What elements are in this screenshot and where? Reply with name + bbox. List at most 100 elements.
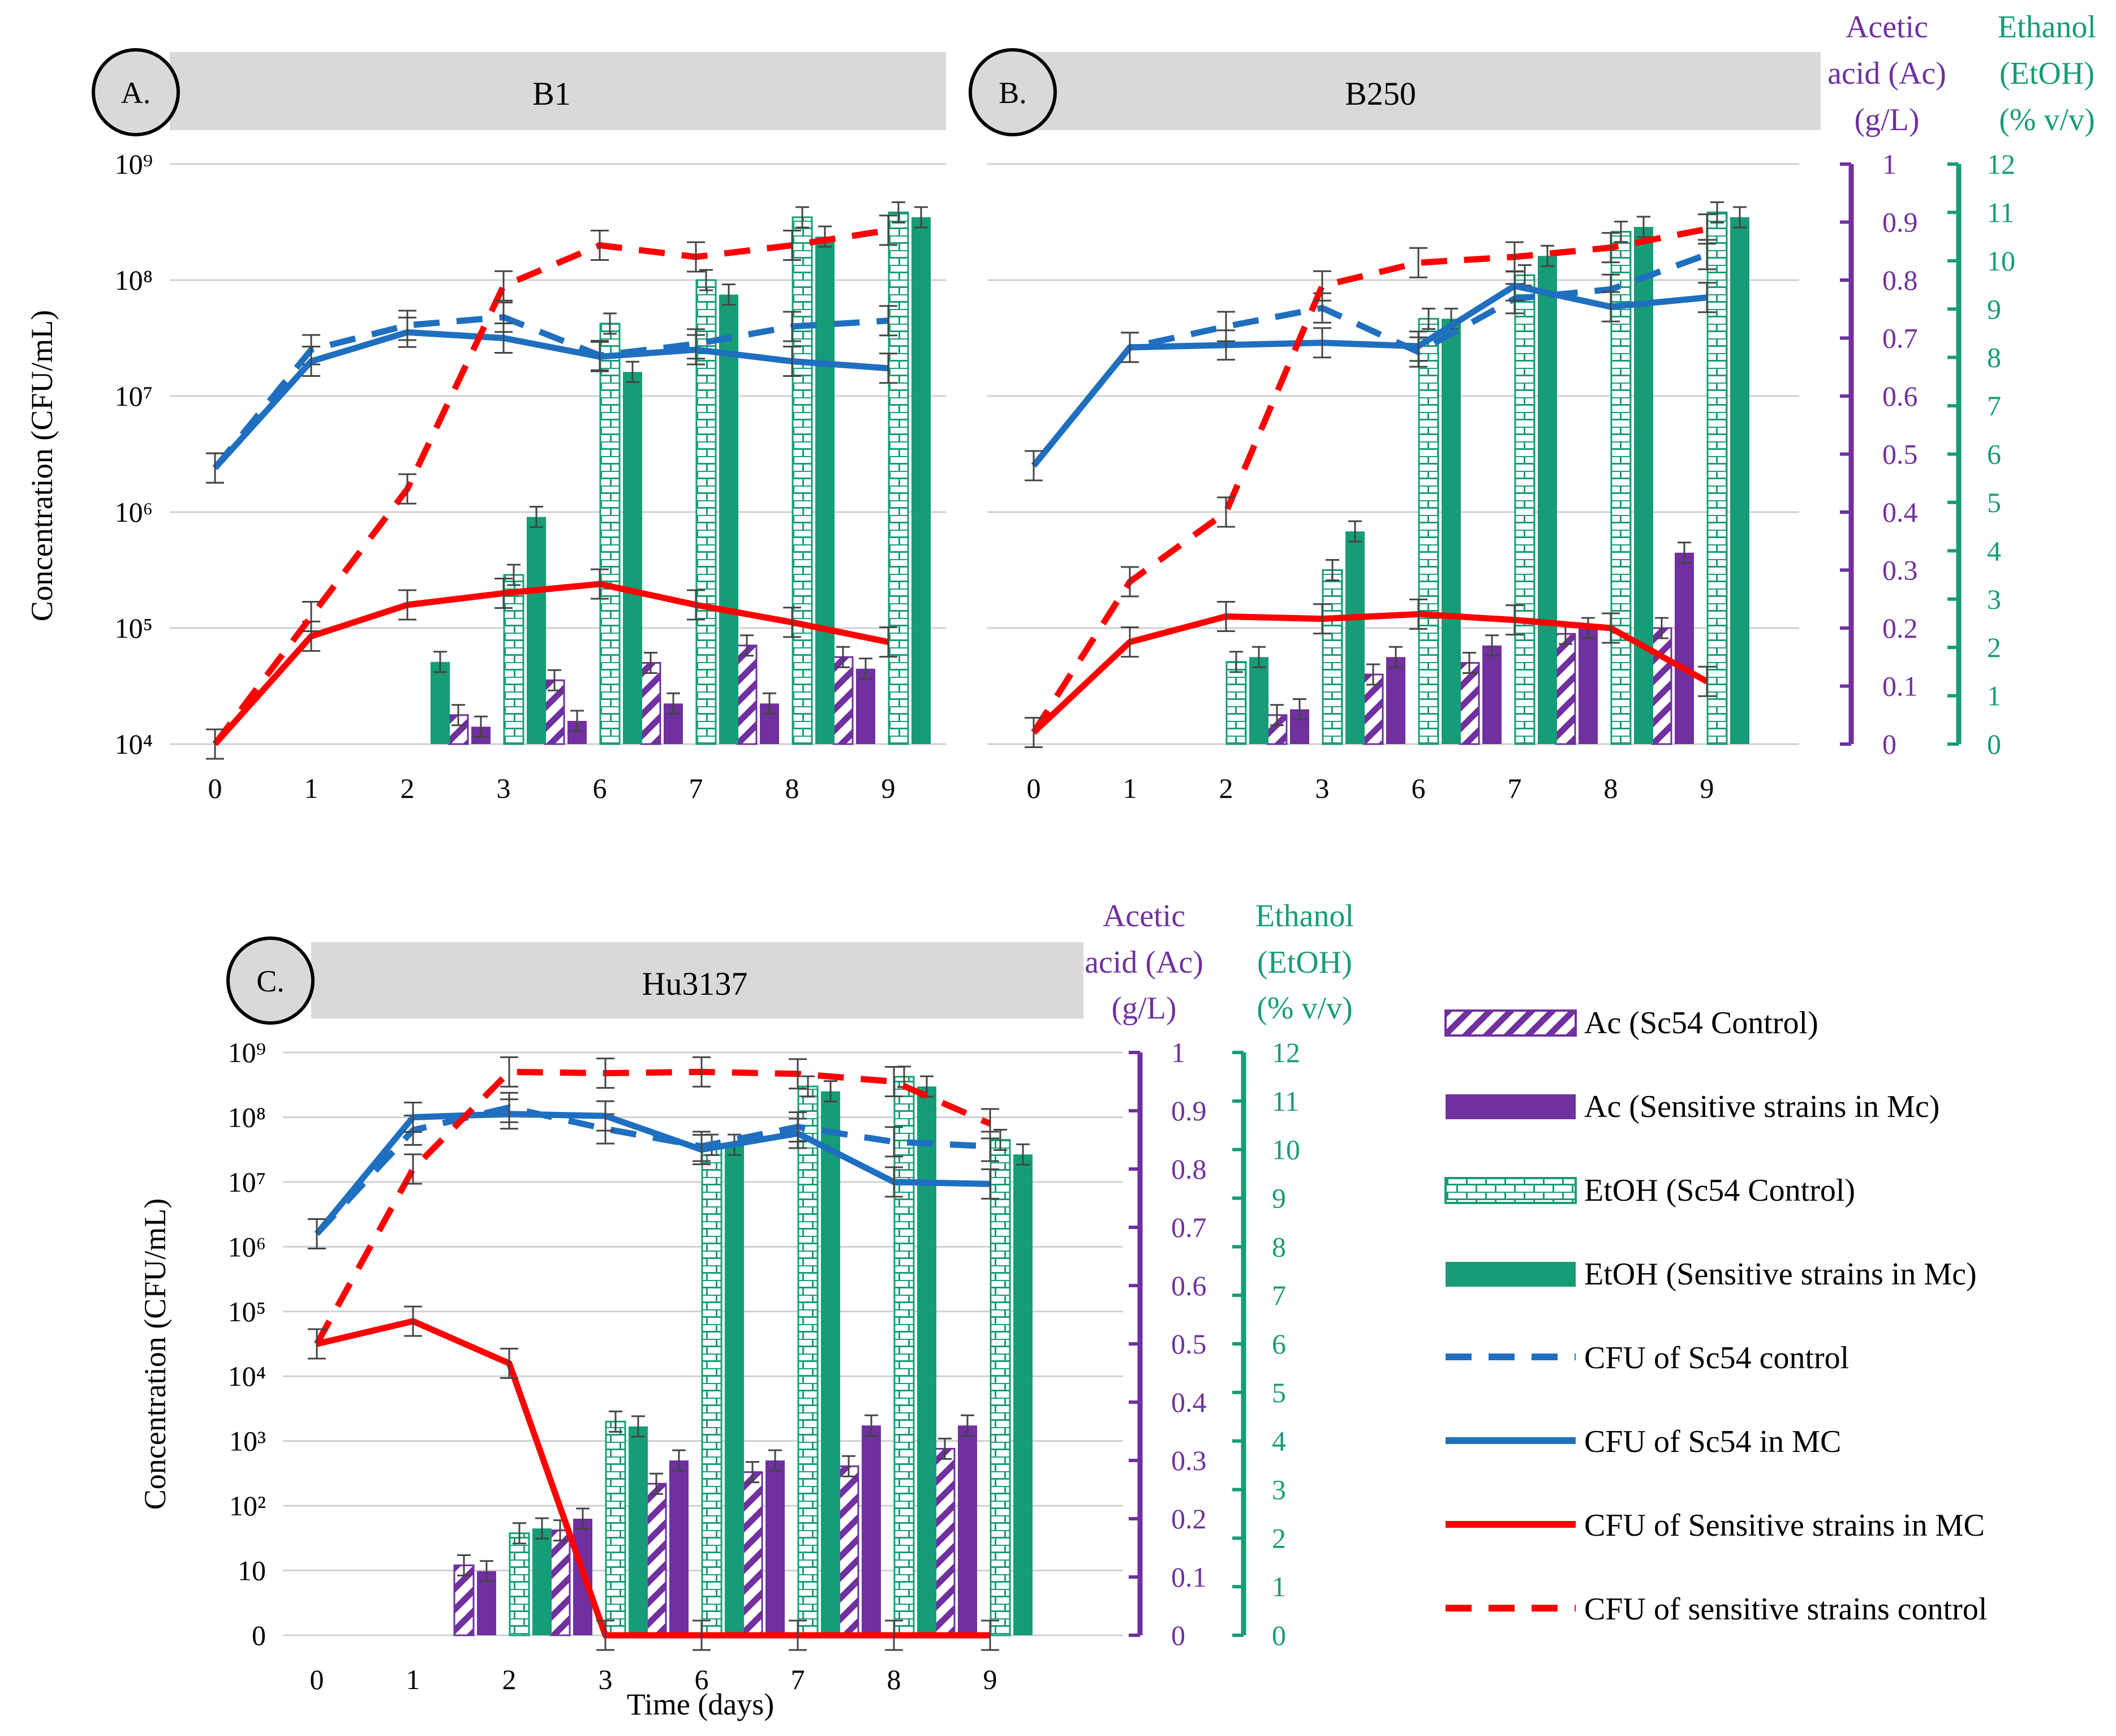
panel-b-title: B250 [1345, 75, 1416, 112]
legend-item-ac-control: Ac (Sc54 Control) [1444, 1005, 1818, 1041]
acetic-tick-label: 0.6 [1171, 1270, 1207, 1301]
cfu-line [314, 1104, 991, 1236]
panel-c-lines [308, 1056, 999, 1651]
legend-swatch-etoh-sensitive [1446, 1262, 1576, 1287]
error-bar [1016, 1143, 1030, 1166]
legend-label-cfu-sensitive-control: CFU of sensitive strains control [1584, 1592, 1987, 1627]
x-tick-label: 3 [599, 1664, 613, 1695]
error-bar [783, 607, 801, 638]
error-bar [842, 1455, 855, 1477]
error-bar [596, 1619, 614, 1651]
error-bar [576, 1507, 590, 1530]
x-tick-label: 2 [502, 1664, 517, 1695]
acetic-bar [1651, 627, 1672, 745]
ethanol-bar [893, 1076, 915, 1636]
legend-label-ac-control: Ac (Sc54 Control) [1584, 1005, 1818, 1041]
acetic-bar [832, 656, 854, 745]
legend-item-cfu-sensitive-control: CFU of sensitive strains control [1446, 1592, 1987, 1627]
ethanol-bar [815, 237, 835, 744]
ethanol-bar [1418, 317, 1439, 745]
ethanol-bar [527, 517, 546, 744]
panel-c-x-ticks: 0 1 2 3 6 7 8 9 [310, 1664, 997, 1695]
ethanol-bar [1730, 217, 1749, 744]
error-bar [693, 1056, 711, 1088]
error-bar [398, 316, 416, 348]
ethanol-tick-label: 8 [1272, 1231, 1286, 1262]
ethanol-tick-label: 10 [1987, 245, 2015, 277]
ethanol-tick-label: 10 [1272, 1134, 1300, 1166]
ethanol-bar [1249, 657, 1268, 744]
cfu-line [212, 329, 889, 470]
error-bar [570, 710, 584, 732]
ethanol-tick-label: 3 [1987, 583, 2001, 615]
error-bar [1678, 542, 1691, 564]
cfu-line [1031, 282, 1708, 468]
ethanol-bar [623, 372, 642, 744]
ethanol-bar [1225, 661, 1247, 745]
error-bar [789, 1619, 807, 1651]
error-bar [1025, 450, 1043, 482]
error-bar [1326, 559, 1339, 581]
acetic-bar [862, 1425, 881, 1635]
x-tick-label: 1 [406, 1664, 420, 1695]
ethanol-bar [1538, 256, 1557, 745]
error-bar [603, 312, 617, 335]
error-bar [1698, 282, 1716, 313]
legend-item-ac-sensitive: Ac (Sensitive strains in Mc) [1446, 1089, 1939, 1124]
error-bar [1637, 216, 1650, 238]
cfu-line [212, 314, 889, 470]
x-tick-label: 0 [310, 1664, 324, 1695]
acetic-bar [1459, 662, 1480, 745]
acetic-tick-label: 0.5 [1882, 439, 1918, 470]
panel-c: C. Hu3137 Concentration (CFU/mL) Time (d… [138, 899, 1354, 1721]
y-tick-label: 10⁴ [115, 728, 153, 760]
panel-a-y-ticks: 10⁴ 10⁵ 10⁶ 10⁷ 10⁸ 10⁹ [115, 148, 153, 760]
ethanol-tick-label: 7 [1272, 1279, 1286, 1311]
panel-c-letter: C. [256, 964, 285, 998]
error-bar [308, 1328, 326, 1360]
acetic-tick-label: 0.5 [1171, 1328, 1207, 1360]
error-bar [404, 1153, 422, 1185]
error-bar [981, 1108, 999, 1140]
ethanol-bar [629, 1426, 648, 1635]
acetic-bar [838, 1465, 859, 1636]
acetic-tick-label: 0.7 [1882, 323, 1918, 354]
x-tick-label: 7 [791, 1664, 805, 1695]
error-bar [591, 341, 609, 372]
error-bar [885, 1619, 903, 1651]
error-bar [1348, 520, 1362, 543]
error-bar [1541, 244, 1554, 267]
ethanol-bar [1706, 211, 1728, 745]
error-bar [1602, 612, 1620, 644]
acetic-bar [742, 1471, 763, 1636]
ethanol-bar [1013, 1154, 1033, 1635]
x-tick-label: 0 [1027, 772, 1041, 804]
error-bar [824, 1080, 837, 1103]
error-bar [626, 360, 639, 383]
error-bar [763, 692, 776, 715]
y-tick-label: 10³ [229, 1425, 266, 1457]
ethanol-bar [605, 1420, 626, 1636]
error-bar [879, 214, 897, 246]
error-bar [398, 473, 416, 505]
cfu-line [314, 1111, 991, 1236]
error-bar [1313, 603, 1331, 635]
x-tick-label: 9 [881, 772, 896, 804]
ethanol-tick-label: 7 [1987, 390, 2001, 422]
error-bar [596, 1100, 614, 1132]
error-bar [1506, 241, 1524, 273]
ethanol-tick-label: 5 [1272, 1377, 1286, 1408]
ethanol-title-line2: (EtOH) [1999, 56, 2095, 91]
acetic-bar [1579, 628, 1598, 744]
ethanol-tick-label: 9 [1987, 293, 2001, 325]
ethanol-bar [888, 211, 909, 745]
error-bar [722, 283, 736, 306]
error-bar [740, 634, 754, 657]
ethanol-title-c-line3: (% v/v) [1257, 991, 1353, 1026]
error-bar [693, 1134, 711, 1166]
error-bar [404, 1101, 422, 1133]
legend-label-cfu-sensitive-mc: CFU of Sensitive strains in MC [1584, 1508, 1985, 1543]
error-bar [981, 1619, 999, 1651]
panel-b-bars [1225, 201, 1749, 745]
